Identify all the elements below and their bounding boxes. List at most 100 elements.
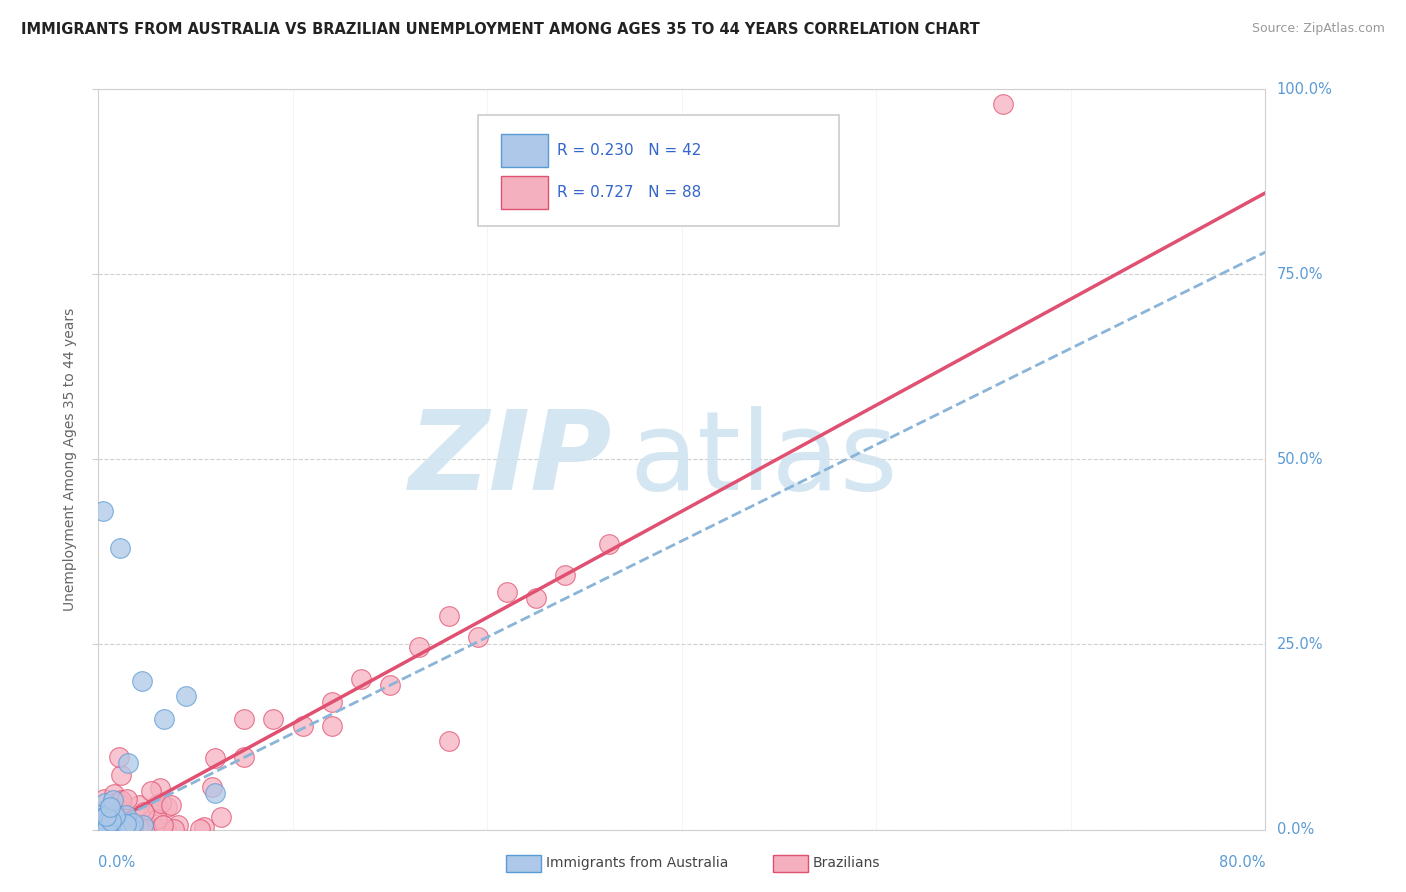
Point bbox=[104, 809, 127, 823]
Point bbox=[121, 822, 143, 837]
Point bbox=[204, 786, 226, 800]
Point bbox=[93, 814, 115, 829]
Point bbox=[115, 792, 138, 806]
Point bbox=[160, 797, 183, 812]
Point bbox=[148, 780, 170, 795]
Text: ZIP: ZIP bbox=[408, 406, 612, 513]
Point bbox=[129, 821, 152, 835]
Point bbox=[467, 631, 489, 645]
Point bbox=[103, 787, 125, 801]
Point bbox=[89, 819, 111, 833]
Point bbox=[142, 806, 165, 821]
Bar bbox=[501, 176, 548, 209]
Point bbox=[98, 800, 121, 814]
Point bbox=[145, 798, 167, 813]
Point bbox=[90, 811, 112, 825]
Point bbox=[115, 808, 138, 822]
Point bbox=[98, 816, 121, 830]
Point bbox=[93, 791, 115, 805]
Text: 0.0%: 0.0% bbox=[1277, 822, 1313, 837]
Point bbox=[437, 609, 460, 624]
Bar bbox=[501, 134, 548, 167]
Text: R = 0.230   N = 42: R = 0.230 N = 42 bbox=[557, 143, 702, 158]
Point bbox=[111, 820, 134, 834]
Text: 80.0%: 80.0% bbox=[1219, 855, 1265, 871]
Point bbox=[93, 811, 115, 825]
Point bbox=[167, 818, 190, 832]
Text: 50.0%: 50.0% bbox=[1277, 452, 1323, 467]
Text: Brazilians: Brazilians bbox=[813, 856, 880, 871]
Text: atlas: atlas bbox=[630, 406, 898, 513]
Point bbox=[103, 815, 125, 830]
Point bbox=[94, 809, 117, 823]
Point bbox=[103, 809, 125, 823]
Point bbox=[87, 814, 110, 828]
Point bbox=[94, 817, 117, 831]
Point bbox=[96, 819, 118, 833]
Text: R = 0.727   N = 88: R = 0.727 N = 88 bbox=[557, 186, 702, 201]
Point bbox=[91, 813, 114, 827]
Point bbox=[193, 820, 215, 834]
Point bbox=[110, 541, 132, 556]
Point bbox=[90, 816, 112, 830]
Point bbox=[233, 750, 256, 764]
Point bbox=[107, 800, 129, 814]
Point bbox=[117, 756, 139, 770]
Point bbox=[110, 793, 132, 807]
Point bbox=[89, 808, 111, 822]
Point bbox=[496, 585, 519, 599]
Point bbox=[209, 810, 232, 824]
Point bbox=[598, 536, 620, 550]
Point bbox=[91, 815, 114, 830]
Point bbox=[107, 818, 129, 832]
Point bbox=[146, 822, 169, 836]
Point bbox=[111, 822, 134, 837]
Point bbox=[153, 712, 176, 726]
Point bbox=[291, 718, 314, 732]
Text: 0.0%: 0.0% bbox=[98, 855, 135, 871]
Point bbox=[101, 793, 124, 807]
Text: 75.0%: 75.0% bbox=[1277, 267, 1323, 282]
Point bbox=[94, 804, 117, 818]
Point bbox=[408, 640, 430, 654]
Point bbox=[152, 818, 174, 832]
Text: 25.0%: 25.0% bbox=[1277, 637, 1323, 652]
Point bbox=[108, 820, 131, 834]
Point bbox=[136, 818, 159, 832]
Point bbox=[201, 780, 224, 795]
Point bbox=[98, 820, 121, 834]
Text: Source: ZipAtlas.com: Source: ZipAtlas.com bbox=[1251, 22, 1385, 36]
Point bbox=[114, 811, 136, 825]
Point bbox=[128, 798, 150, 813]
Point bbox=[204, 751, 226, 765]
Text: Immigrants from Australia: Immigrants from Australia bbox=[546, 856, 728, 871]
Point bbox=[135, 822, 157, 837]
Point bbox=[524, 591, 547, 606]
Point bbox=[134, 805, 156, 819]
Point bbox=[105, 815, 128, 830]
FancyBboxPatch shape bbox=[478, 115, 839, 227]
Y-axis label: Unemployment Among Ages 35 to 44 years: Unemployment Among Ages 35 to 44 years bbox=[63, 308, 77, 611]
Point bbox=[155, 822, 177, 836]
Point bbox=[91, 504, 114, 518]
Point bbox=[100, 815, 122, 830]
Point bbox=[87, 807, 110, 822]
Point bbox=[321, 695, 343, 709]
Point bbox=[101, 799, 124, 814]
Point bbox=[97, 814, 120, 829]
Point bbox=[89, 822, 111, 837]
Point bbox=[156, 800, 179, 814]
Point bbox=[380, 678, 402, 692]
Point bbox=[100, 814, 122, 828]
Point bbox=[89, 818, 111, 832]
Point bbox=[89, 816, 111, 830]
Point bbox=[131, 674, 153, 689]
Point bbox=[97, 819, 120, 833]
Point bbox=[263, 712, 285, 726]
Point bbox=[150, 797, 173, 811]
Point bbox=[101, 819, 124, 833]
Point bbox=[107, 795, 129, 809]
Point bbox=[107, 750, 129, 764]
Point bbox=[991, 97, 1014, 112]
Point bbox=[94, 797, 117, 811]
